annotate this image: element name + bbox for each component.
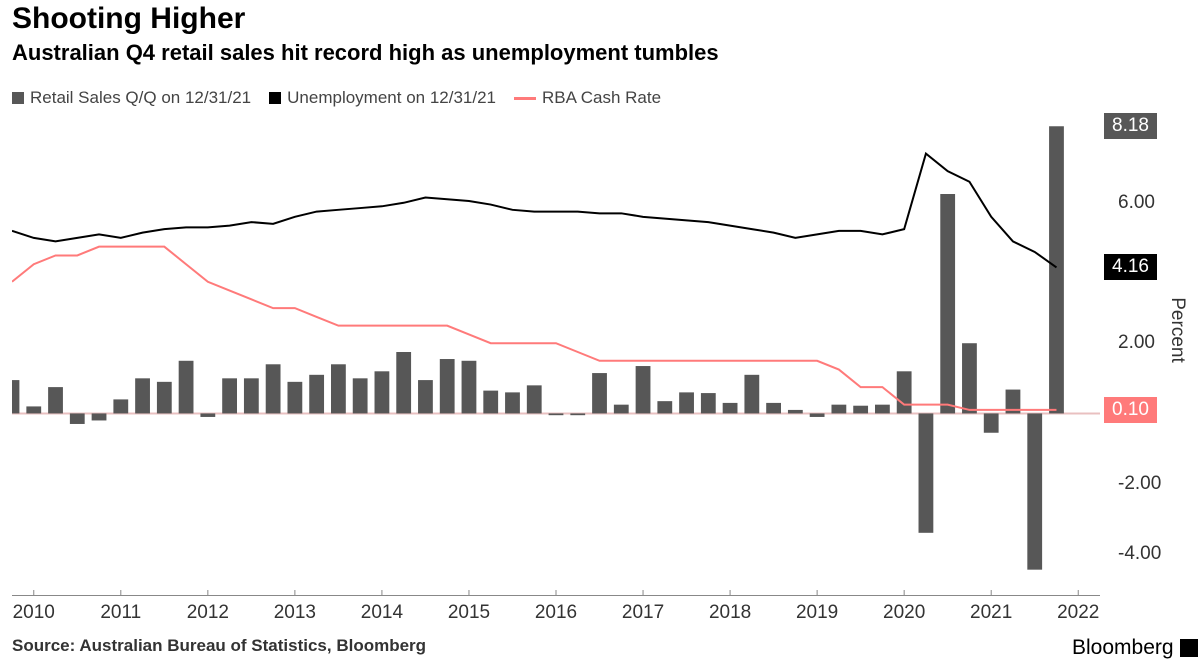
x-tick-label: 2017 (622, 602, 664, 624)
x-tick-label: 2022 (1057, 602, 1099, 624)
x-tick-label: 2018 (709, 602, 751, 624)
legend-item: RBA Cash Rate (514, 88, 661, 108)
legend-swatch (514, 97, 536, 100)
y-tick-label: 6.00 (1118, 192, 1155, 214)
legend: Retail Sales Q/Q on 12/31/21 Unemployment… (12, 88, 661, 108)
x-tick-label: 2020 (883, 602, 925, 624)
x-tick-label: 2013 (274, 602, 316, 624)
y-tick-label: -2.00 (1118, 473, 1161, 495)
series-end-label: 0.10 (1104, 397, 1157, 423)
plot-svg (12, 108, 1100, 596)
x-tick-label: 2010 (13, 602, 55, 624)
legend-label: RBA Cash Rate (542, 88, 661, 108)
brand: Bloomberg (1072, 636, 1198, 660)
chart-subtitle: Australian Q4 retail sales hit record hi… (12, 40, 719, 66)
y-axis-title: Percent (1166, 297, 1188, 362)
y-tick-label: -4.00 (1118, 543, 1161, 565)
x-tick-label: 2019 (796, 602, 838, 624)
series-end-label: 4.16 (1104, 254, 1157, 280)
x-tick-label: 2016 (535, 602, 577, 624)
legend-swatch (269, 92, 281, 104)
brand-text: Bloomberg (1072, 636, 1174, 660)
legend-label: Unemployment on 12/31/21 (287, 88, 496, 108)
x-tick-label: 2012 (187, 602, 229, 624)
plot-area (12, 108, 1100, 596)
x-tick-label: 2014 (361, 602, 403, 624)
x-tick-label: 2015 (448, 602, 490, 624)
y-tick-label: 2.00 (1118, 332, 1155, 354)
chart-title: Shooting Higher (12, 2, 245, 36)
legend-item: Unemployment on 12/31/21 (269, 88, 496, 108)
legend-item: Retail Sales Q/Q on 12/31/21 (12, 88, 251, 108)
brand-icon (1180, 639, 1198, 657)
chart-root: Shooting Higher Australian Q4 retail sal… (0, 0, 1198, 670)
legend-swatch (12, 92, 24, 104)
legend-label: Retail Sales Q/Q on 12/31/21 (30, 88, 251, 108)
x-tick-label: 2021 (970, 602, 1012, 624)
x-axis-labels: 2010 2011 2012 2013 2014 2015 2016 2017 2018 2019… (12, 602, 1100, 622)
x-tick-label: 2011 (100, 602, 141, 624)
source-text: Source: Australian Bureau of Statistics,… (12, 636, 426, 656)
series-end-label: 8.18 (1104, 113, 1157, 139)
